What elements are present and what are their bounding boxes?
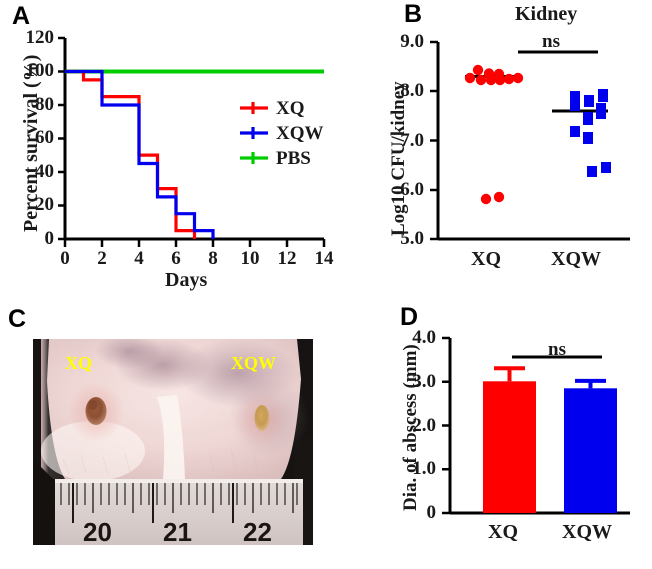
panel-a-xtick-14: 14 <box>314 248 334 269</box>
panel-a-xaxis-label: Days <box>165 269 208 291</box>
panel-a-ytick-80: 80 <box>35 94 54 115</box>
panel-d-significance: ns <box>548 339 566 360</box>
panel-b-ytick-8: 8.0 <box>400 80 424 101</box>
panel-d: D ns 4.0 3.0 2.0 1.0 <box>340 295 652 569</box>
panel-c-label: C <box>8 305 27 333</box>
panel-a-ytick-0: 0 <box>44 228 55 249</box>
panel-c: C <box>0 295 340 569</box>
panel-d-xtick-xq: XQ <box>488 521 518 543</box>
panel-a-xtick-10: 10 <box>240 248 260 269</box>
panel-b-ytick-6: 6.0 <box>400 179 424 200</box>
panel-c-annotation-xq: XQ <box>65 353 92 373</box>
panel-a-ytick-40: 40 <box>35 161 54 182</box>
panel-d-label: D <box>400 303 419 331</box>
panel-a-xtick-8: 8 <box>208 248 218 269</box>
panel-d-ytick-2: 2.0 <box>412 415 436 436</box>
panel-d-ytick-4: 4.0 <box>412 327 436 348</box>
panel-b-ytick-5: 5.0 <box>400 228 424 249</box>
panel-d-yaxis-label: Dia. of abscess (mm) <box>400 344 421 511</box>
panel-b-ytick-9: 9.0 <box>400 31 424 52</box>
panel-b-significance: ns <box>542 31 560 52</box>
panel-a-ytick-60: 60 <box>35 127 54 148</box>
panel-d-ytick-1: 1.0 <box>412 458 436 479</box>
panel-c-ruler-mark-20: 20 <box>83 517 112 545</box>
panel-c-ruler-mark-22: 22 <box>243 517 272 545</box>
panel-b-yaxis-label: Log10 CFU/kidney <box>388 81 409 236</box>
panel-c-photo: XQ XQW 20 21 22 <box>33 339 313 545</box>
panel-a-plot <box>58 36 326 247</box>
legend-marker-xqw <box>240 127 268 139</box>
panel-b-ytick-7: 7.0 <box>400 130 424 151</box>
legend-marker-pbs <box>240 152 268 164</box>
panel-a-xtick-6: 6 <box>171 248 181 269</box>
panel-a-xtick-2: 2 <box>97 248 107 269</box>
panel-b-plot <box>430 40 630 241</box>
panel-d-ytick-3: 3.0 <box>412 371 436 392</box>
panel-a-ytick-120: 120 <box>25 27 55 48</box>
legend-label-xqw: XQW <box>276 123 324 144</box>
panel-a-xtick-4: 4 <box>134 248 144 269</box>
panel-b-points-xqw <box>570 89 611 177</box>
panel-b-points-xq <box>464 64 524 205</box>
panel-a-ytick-100: 100 <box>25 60 55 81</box>
panel-a-ytick-20: 20 <box>35 194 54 215</box>
panel-b-label: B <box>404 0 423 28</box>
panel-a-xtick-0: 0 <box>60 248 70 269</box>
legend-marker-xq <box>240 102 268 114</box>
panel-d-plot <box>442 336 630 515</box>
panel-a-xtick-12: 12 <box>277 248 297 269</box>
panel-a: A <box>0 0 334 295</box>
panel-c-ruler-mark-21: 21 <box>163 517 192 545</box>
panel-d-ytick-0: 0 <box>426 502 437 523</box>
panel-a-yaxis-label: Percent survival (%) <box>20 54 42 232</box>
panel-b-xtick-xq: XQ <box>471 248 501 270</box>
panel-b: B Kidney ns <box>330 0 652 295</box>
panel-b-title: Kidney <box>515 3 578 25</box>
panel-d-xtick-xqw: XQW <box>562 521 612 543</box>
legend-label-xq: XQ <box>276 98 305 119</box>
panel-a-label: A <box>12 2 31 30</box>
panel-b-xtick-xqw: XQW <box>551 248 601 270</box>
legend-label-pbs: PBS <box>276 148 311 169</box>
panel-c-annotation-xqw: XQW <box>231 353 276 373</box>
